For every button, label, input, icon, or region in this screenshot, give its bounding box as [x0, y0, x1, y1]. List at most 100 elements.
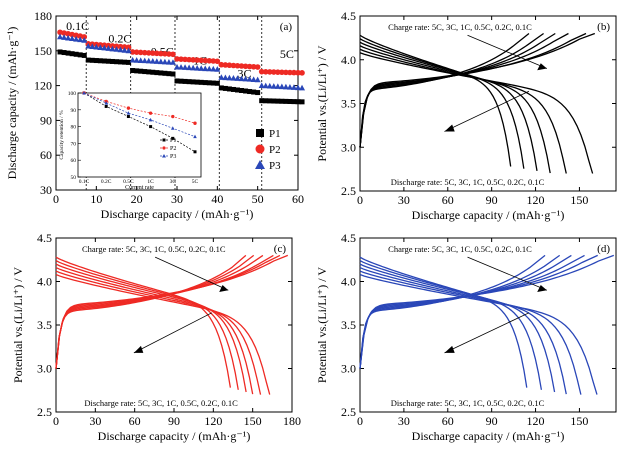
legend-label: P1 — [269, 128, 281, 140]
data-point — [263, 98, 269, 104]
series-P3 — [57, 33, 306, 91]
discharge-curve — [359, 273, 598, 395]
data-point — [299, 70, 305, 76]
data-point — [275, 98, 281, 104]
data-point — [282, 83, 289, 90]
x-axis-label: Discharge capacity / (mAh·g⁻¹) — [412, 208, 565, 222]
inset-legend-marker — [162, 138, 166, 142]
data-point — [194, 79, 200, 85]
data-point — [134, 68, 140, 74]
data-point — [93, 43, 100, 50]
data-point — [158, 50, 164, 57]
data-point — [89, 57, 95, 63]
data-point — [133, 49, 140, 55]
data-point — [202, 65, 209, 72]
y-tick-label: 3.0 — [341, 140, 356, 154]
inset-chart: 50 60 70 80 90 100 0.1C 0.2C 0.5C 1C 3C 5C Current r… — [59, 91, 202, 191]
x-axis-label: Discharge capacity / (mAh·g⁻¹) — [412, 429, 565, 443]
discharge-curve — [359, 256, 528, 388]
y-tick-label: 2.5 — [37, 405, 52, 419]
data-point — [81, 37, 88, 43]
legend-marker — [256, 129, 264, 137]
data-point — [61, 50, 67, 56]
data-point — [286, 84, 293, 90]
inset-data-point — [126, 115, 130, 119]
inset-y-tick-label: 70 — [71, 141, 77, 147]
data-point — [243, 88, 249, 94]
data-point — [262, 68, 269, 75]
discharge-curve — [359, 45, 551, 174]
inset-data-point — [193, 121, 197, 125]
inset-y-tick-label: 80 — [71, 125, 77, 131]
charge-arrow-head — [537, 284, 547, 292]
discharge-curve — [359, 263, 556, 393]
data-point — [246, 63, 253, 70]
inset-series-line — [83, 92, 196, 153]
x-tick-label: 60 — [129, 414, 141, 428]
data-point — [130, 68, 136, 74]
data-point — [250, 76, 257, 82]
y-tick-label: 3.5 — [341, 97, 356, 111]
x-tick-label: 120 — [527, 414, 545, 428]
data-point — [149, 58, 156, 64]
inset-data-point — [171, 114, 175, 119]
charge-arrow — [467, 256, 548, 291]
data-point — [121, 47, 128, 53]
inset-x-tick-label: 1C — [147, 179, 154, 185]
x-tick-label: 30 — [398, 414, 410, 428]
data-point — [77, 52, 83, 58]
x-tick-label: 60 — [442, 193, 454, 207]
data-point — [85, 57, 91, 63]
discharge-curve — [359, 260, 543, 390]
data-point — [129, 56, 136, 63]
data-point — [122, 59, 128, 65]
discharge-curve — [359, 34, 512, 167]
plot-frame — [359, 15, 617, 192]
x-tick-label: 30 — [171, 192, 183, 206]
data-point — [117, 43, 124, 50]
data-point — [133, 57, 140, 63]
inset-legend-label: P2 — [170, 146, 176, 152]
data-point — [101, 44, 108, 51]
rate-label: 5C — [280, 47, 294, 61]
data-point — [186, 79, 192, 85]
charge-arrow-head — [537, 63, 547, 71]
x-tick-label: 30 — [398, 193, 410, 207]
data-point — [299, 99, 305, 105]
data-point — [161, 58, 168, 65]
data-point — [162, 70, 168, 76]
data-point — [266, 69, 273, 75]
data-point — [210, 80, 216, 86]
x-tick-label: 40 — [211, 192, 223, 206]
inset-y-tick-label: 50 — [71, 175, 77, 181]
y-tick-label: 60 — [40, 148, 52, 162]
data-point — [235, 87, 240, 93]
inset-x-tick-label: 5C — [192, 179, 199, 185]
data-point — [129, 49, 136, 55]
data-point — [73, 51, 79, 57]
data-point — [150, 69, 156, 75]
data-point — [178, 78, 184, 84]
panel-b: 0 30 60 90 120 150 2.5 3.0 3.5 4.0 4.5 Discharge ca… — [315, 9, 617, 222]
charge-arrow-head — [219, 284, 229, 292]
y-tick-label: 2.5 — [341, 184, 356, 198]
curves — [359, 254, 615, 395]
y-axis-label: Potential vs.(Li/Li⁺) / V — [315, 267, 329, 383]
data-point — [230, 86, 236, 92]
discharge-arrow — [133, 312, 212, 354]
y-axis-label: Potential vs.(Li/Li⁺) / V — [315, 45, 329, 161]
legend-marker — [255, 160, 265, 169]
data-point — [137, 49, 144, 56]
data-point — [279, 98, 285, 104]
x-axis-label: Discharge capacity / (mAh·g⁻¹) — [98, 429, 251, 443]
data-point — [218, 61, 225, 68]
y-tick-label: 4.0 — [341, 275, 356, 289]
data-point — [77, 36, 84, 43]
data-point — [141, 57, 148, 64]
data-point — [186, 64, 193, 71]
panel-c: 0 30 60 90 120 150 180 2.5 3.0 3.5 4.0 4.5 Discharge… — [11, 231, 301, 443]
data-point — [186, 56, 192, 63]
data-point — [218, 74, 225, 80]
data-point — [222, 85, 228, 91]
